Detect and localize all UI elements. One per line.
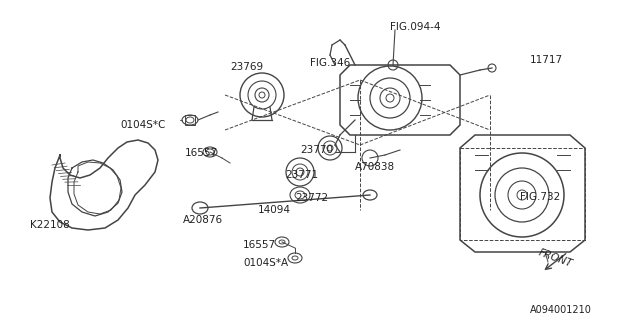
Text: 23770: 23770 xyxy=(300,145,333,155)
Text: FIG.346: FIG.346 xyxy=(310,58,350,68)
Text: K22108: K22108 xyxy=(30,220,70,230)
Text: 0104S*C: 0104S*C xyxy=(120,120,165,130)
Text: A094001210: A094001210 xyxy=(530,305,592,315)
Text: 16557: 16557 xyxy=(185,148,218,158)
Text: 23771: 23771 xyxy=(285,170,318,180)
Text: 16557: 16557 xyxy=(243,240,276,250)
Text: 14094: 14094 xyxy=(258,205,291,215)
Text: 0104S*A: 0104S*A xyxy=(243,258,288,268)
Text: 23769: 23769 xyxy=(230,62,263,72)
Text: FRONT: FRONT xyxy=(536,247,573,269)
Text: 23772: 23772 xyxy=(295,193,328,203)
Text: 11717: 11717 xyxy=(530,55,563,65)
Text: FIG.732: FIG.732 xyxy=(520,192,560,202)
Text: A20876: A20876 xyxy=(183,215,223,225)
Text: A70838: A70838 xyxy=(355,162,395,172)
Text: FIG.094-4: FIG.094-4 xyxy=(390,22,440,32)
